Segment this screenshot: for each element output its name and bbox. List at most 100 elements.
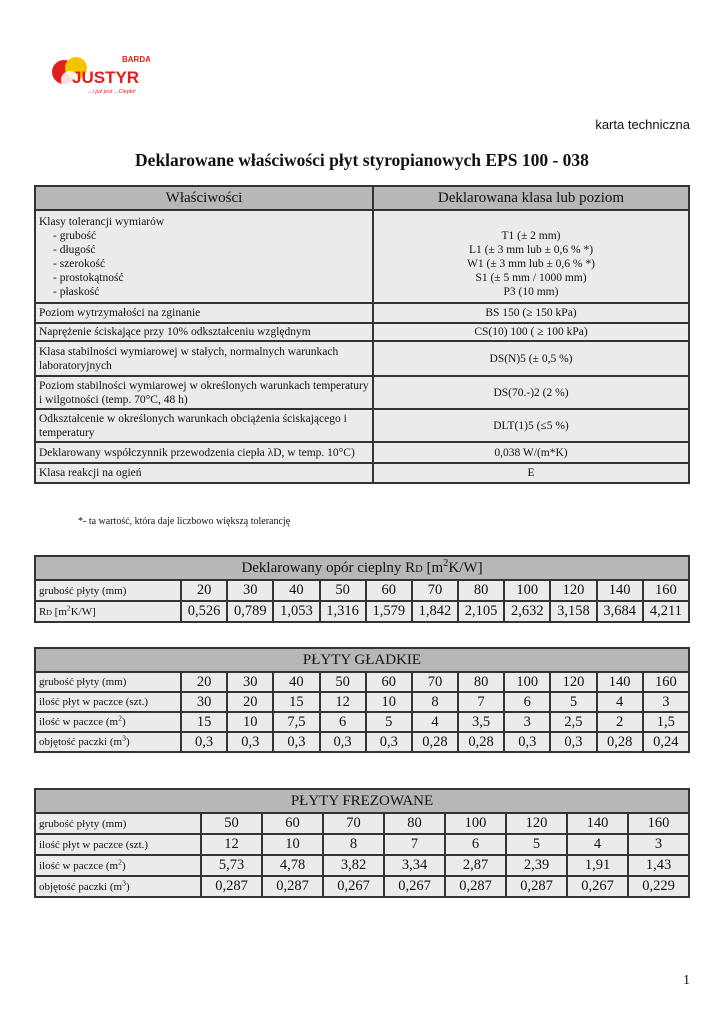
table-row: Poziom stabilności wymiarowej w określon… [34, 375, 690, 410]
value-cell: 0,24 [641, 731, 691, 753]
text-part: 2 [443, 557, 449, 569]
table-header-row: Właściwości Deklarowana klasa lub poziom [34, 185, 690, 211]
value-line: 0,038 W/(m*K) [494, 446, 568, 459]
value-cell: 7 [383, 833, 446, 856]
page-title: Deklarowane właściwości płyt styropianow… [135, 150, 589, 170]
property-label: Naprężenie ściskające przy 10% odkształc… [34, 322, 374, 342]
table-row: ilość płyt w paczce (szt.) 30 20 15 12 10 8 7 6 5… [34, 691, 691, 713]
value-cell: 5 [505, 833, 568, 856]
column-header: Właściwości [34, 185, 374, 211]
row-label: grubość płyty (mm) [34, 579, 182, 602]
value-cell: 0,287 [505, 875, 568, 898]
value-cell: 140 [595, 671, 644, 693]
value-cell: 120 [505, 812, 568, 835]
table-row: grubość płyty (mm) 20 30 40 50 60 70 80 100 120 14… [34, 671, 691, 693]
text-part: PŁYTY GŁADKIE [302, 651, 422, 668]
value-line: L1 (± 3 mm lub ± 0,6 % *) [468, 243, 594, 256]
value-cell: 2,39 [505, 854, 568, 877]
value-cell: 0,28 [457, 731, 506, 753]
value-line: CS(10) 100 ( ≥ 100 kPa) [474, 326, 588, 338]
table-row: grubość płyty (mm) 50 60 70 80 100 120 140 160 [34, 812, 690, 835]
value-cell: 4 [410, 711, 460, 733]
value-cell: 50 [318, 579, 367, 602]
value-cell: 2 [595, 711, 644, 733]
value-cell: 3,158 [549, 600, 598, 623]
property-value: BS 150 (≥ 150 kPa) [372, 302, 690, 324]
value-cell: 2,5 [549, 711, 598, 733]
value-cell: 0,3 [318, 731, 367, 753]
value-cell: 2,105 [457, 600, 506, 623]
table-title-row: PŁYTY FREZOWANE [34, 788, 690, 814]
page-number: 1 [683, 973, 690, 988]
value-cell: 40 [272, 579, 321, 602]
value-line: P3 (10 mm) [503, 285, 559, 298]
value-cell: 1,91 [566, 854, 629, 877]
value-cell: 80 [383, 812, 446, 835]
text-part: ) [125, 880, 130, 893]
value-cell: 4,211 [641, 600, 691, 623]
value-cell: 0,229 [627, 875, 690, 898]
text-part: K/W] [448, 559, 483, 576]
property-value: DS(70.-)2 (2 %) [372, 375, 690, 410]
value-cell: 7 [457, 691, 506, 713]
value-cell: 20 [179, 671, 229, 693]
text-part: 3 [122, 877, 126, 887]
property-value: DS(N)5 (± 0,5 %) [372, 340, 690, 377]
value-cell: 0,789 [226, 600, 275, 623]
table-title-row: Deklarowany opór cieplny RD [m2K/W] [34, 555, 690, 581]
value-cell: 30 [226, 671, 275, 693]
value-cell: 0,3 [503, 731, 552, 753]
value-cell: 0,28 [410, 731, 460, 753]
value-cell: 0,267 [383, 875, 446, 898]
value-line: DLT(1)5 (≤5 %) [493, 419, 569, 432]
property-label: Deklarowany współczynnik przewodzenia ci… [34, 441, 374, 464]
text-part: D [46, 607, 52, 617]
text-part: 2 [66, 602, 71, 612]
text-part: [m [422, 559, 444, 576]
text-part: ) [125, 736, 130, 748]
text-part: ilość płyt w paczce (szt.) [39, 696, 149, 708]
value-line: W1 (± 3 mm lub ± 0,6 % *) [467, 257, 595, 270]
text-part: ) [121, 716, 126, 728]
justyr-logo: BARDA JUSTYR ...i już jest ...Ciepło! [52, 55, 150, 95]
column-header: Deklarowana klasa lub poziom [372, 185, 690, 211]
value-line: BS 150 (≥ 150 kPa) [485, 307, 577, 319]
text-part: Deklarowany opór cieplny R [241, 559, 416, 576]
value-cell: 0,3 [226, 731, 275, 753]
text-part: objętość paczki (m [39, 736, 123, 748]
value-cell: 10 [261, 833, 324, 856]
value-cell: 0,267 [566, 875, 629, 898]
value-cell: 6 [318, 711, 367, 733]
label-line: - prostokątność [53, 271, 124, 284]
thermal-resistance-table: Deklarowany opór cieplny RD [m2K/W] grubo… [34, 555, 691, 623]
value-cell: 6 [503, 691, 552, 713]
value-cell: 4 [595, 691, 644, 713]
value-cell: 2,87 [444, 854, 507, 877]
row-label: ilość płyt w paczce (szt.) [34, 833, 202, 856]
table-row: ilość w paczce (m2) 5,73 4,78 3,82 3,34 2,87 2… [34, 854, 690, 877]
label-line: - grubość [53, 229, 97, 242]
text-part: grubość płyty (mm) [39, 676, 127, 688]
text-part: 2 [118, 713, 122, 723]
row-label: grubość płyty (mm) [34, 812, 202, 835]
value-cell: 10 [226, 711, 275, 733]
smooth-boards-table: PŁYTY GŁADKIE grubość płyty (mm) 20 30 40 50 6… [34, 647, 691, 753]
value-cell: 2,632 [503, 600, 552, 623]
row-label: ilość płyt w paczce (szt.) [34, 691, 182, 713]
table-row: Deklarowany współczynnik przewodzenia ci… [34, 441, 690, 464]
milled-boards-table: PŁYTY FREZOWANE grubość płyty (mm) 50 60 70 8… [34, 788, 690, 898]
value-cell: 120 [549, 671, 598, 693]
text-part: [m [51, 605, 67, 618]
label-line: - szerokość [53, 257, 106, 270]
value-cell: 100 [503, 579, 552, 602]
text-part: ) [121, 859, 126, 872]
value-cell: 3,34 [383, 854, 446, 877]
value-cell: 5 [364, 711, 413, 733]
value-cell: 3,82 [322, 854, 385, 877]
value-cell: 160 [627, 812, 690, 835]
table-row: ilość płyt w paczce (szt.) 12 10 8 7 6 5 4 3 [34, 833, 690, 856]
label-line: Naprężenie ściskające przy 10% odkształc… [39, 326, 311, 338]
text-part: ilość w paczce (m [39, 859, 119, 872]
label-line: Klasy tolerancji wymiarów [39, 215, 165, 228]
svg-text:...i już jest ...Ciepło!: ...i już jest ...Ciepło! [88, 89, 136, 95]
